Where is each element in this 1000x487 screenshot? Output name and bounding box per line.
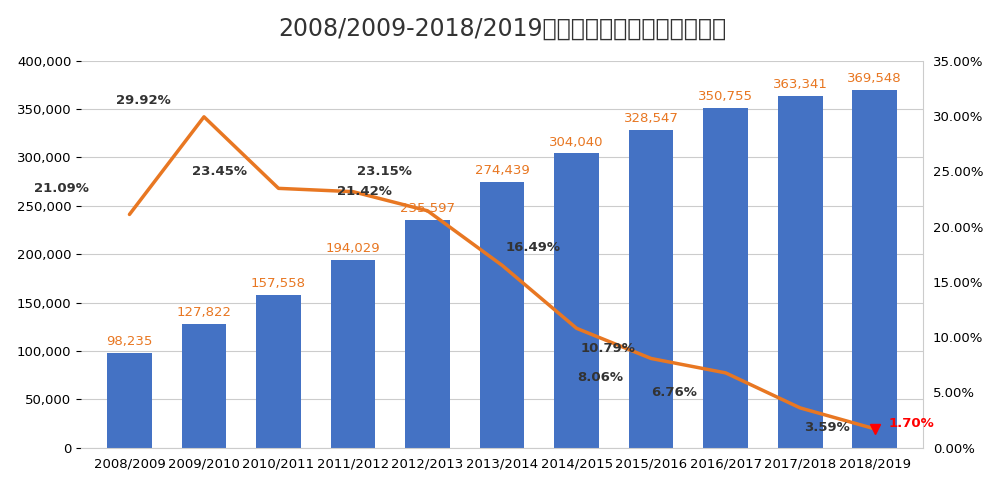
Text: 16.49%: 16.49% (506, 241, 561, 254)
Bar (256, 295, 301, 448)
Bar (703, 108, 748, 448)
Bar (629, 130, 673, 448)
Text: 363,341: 363,341 (773, 78, 828, 91)
Text: 274,439: 274,439 (475, 164, 529, 177)
Text: 3.59%: 3.59% (804, 421, 850, 434)
Text: 29.92%: 29.92% (116, 94, 170, 107)
Text: 369,548: 369,548 (847, 72, 902, 85)
Bar (405, 220, 450, 448)
Bar (107, 353, 152, 448)
Text: 98,235: 98,235 (106, 335, 153, 348)
Text: 304,040: 304,040 (549, 136, 604, 149)
Text: 23.45%: 23.45% (192, 165, 247, 178)
Bar (182, 324, 226, 448)
Text: 6.76%: 6.76% (651, 386, 697, 399)
Text: 10.79%: 10.79% (580, 341, 635, 355)
Bar (852, 90, 897, 448)
Text: 235,597: 235,597 (400, 202, 455, 215)
Bar (331, 260, 375, 448)
Text: 194,029: 194,029 (326, 242, 380, 255)
Bar (554, 153, 599, 448)
Text: 127,822: 127,822 (176, 306, 231, 319)
Text: 1.70%: 1.70% (888, 417, 934, 430)
Text: 8.06%: 8.06% (577, 372, 623, 384)
Text: 23.15%: 23.15% (357, 165, 412, 178)
Text: 21.42%: 21.42% (337, 185, 392, 198)
Bar (778, 96, 823, 448)
Text: 350,755: 350,755 (698, 91, 753, 103)
Title: 2008/2009-2018/2019在美中国留学生人数及增长率: 2008/2009-2018/2019在美中国留学生人数及增长率 (278, 17, 726, 41)
Bar (480, 182, 524, 448)
Text: 328,547: 328,547 (624, 112, 679, 125)
Text: 21.09%: 21.09% (34, 183, 88, 195)
Text: 157,558: 157,558 (251, 278, 306, 290)
